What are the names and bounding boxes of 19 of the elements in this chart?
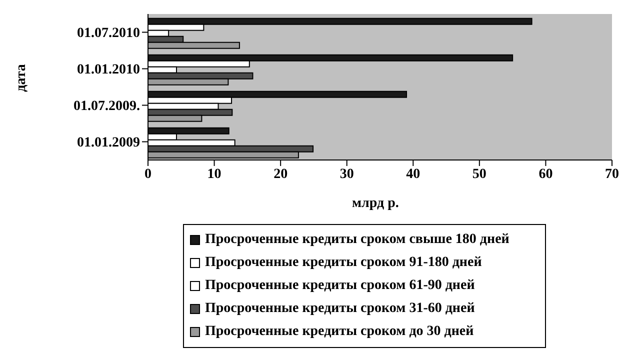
y-tick-label: 01.01.2010 bbox=[77, 62, 140, 78]
y-tick-label: 01.07.2010 bbox=[77, 26, 140, 42]
x-axis-title: млрд р. bbox=[352, 196, 399, 212]
x-tick-label: 40 bbox=[406, 166, 420, 182]
x-tick-label: 70 bbox=[605, 166, 619, 182]
legend-label: Просроченные кредиты сроком до 30 дней bbox=[205, 324, 474, 340]
legend-label: Просроченные кредиты сроком 61-90 дней bbox=[205, 278, 475, 294]
x-tick-label: 60 bbox=[538, 166, 553, 182]
legend-label: Просроченные кредиты сроком 91-180 дней bbox=[205, 255, 482, 272]
y-tick-label: 01.07.2009. bbox=[74, 99, 140, 114]
y-axis-title: дата bbox=[14, 64, 30, 92]
legend-label: Просроченные кредиты сроком 31-60 дней bbox=[205, 300, 475, 317]
legend-label: Просроченные кредиты сроком свыше 180 дней bbox=[205, 232, 510, 248]
y-tick-label: 01.01.2009 bbox=[77, 136, 140, 151]
x-tick-label: 20 bbox=[274, 166, 288, 182]
x-tick-label: 30 bbox=[340, 166, 354, 182]
x-tick-label: 50 bbox=[472, 166, 486, 182]
x-tick-label: 0 bbox=[144, 166, 152, 182]
x-tick-label: 10 bbox=[207, 166, 222, 182]
